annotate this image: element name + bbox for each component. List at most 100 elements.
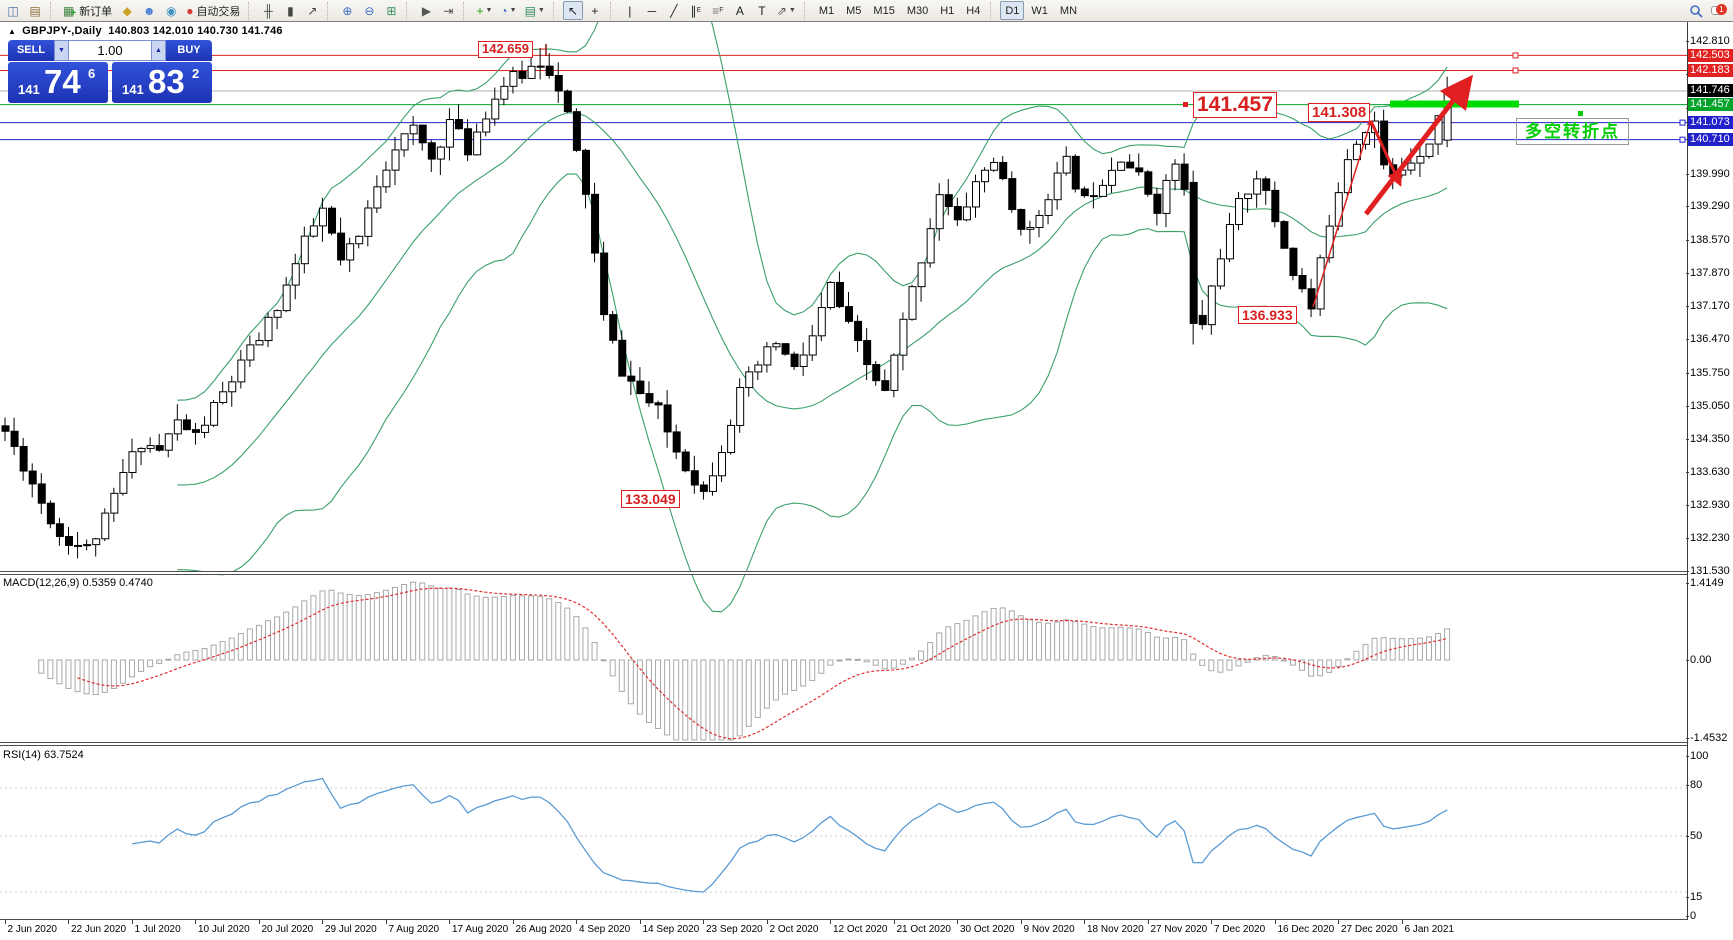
timeframe-m30[interactable]: M30	[906, 4, 929, 17]
timeframe-d1[interactable]: D1	[1000, 1, 1025, 20]
pane-separator-macd[interactable]	[0, 571, 1733, 575]
timeframe-h1[interactable]: H1	[940, 4, 955, 17]
timeframe-m5[interactable]: M5	[846, 4, 862, 17]
price-badge: 142.503	[1688, 48, 1733, 62]
chart-window-icon[interactable]: ◫	[7, 3, 19, 18]
timeframe-w1[interactable]: W1	[1031, 4, 1048, 17]
axis-tick-label: 137.870	[1686, 267, 1730, 280]
buy-price-panel[interactable]: 141 83 2	[112, 62, 212, 103]
price-badge: 141.457	[1688, 98, 1733, 112]
buy-price-sup: 2	[192, 66, 200, 81]
date-tick	[1338, 920, 1339, 924]
zoom-out-icon[interactable]: ⊖	[364, 3, 375, 18]
date-tick	[766, 920, 768, 924]
bar-chart-icon[interactable]: ╫	[264, 3, 273, 18]
toolbar-separator	[609, 1, 616, 20]
vline-icon[interactable]: |	[628, 3, 632, 18]
buy-price-big: 83	[148, 63, 185, 100]
profiles-icon[interactable]: ▤	[29, 3, 41, 18]
date-tick	[449, 920, 450, 924]
date-axis[interactable]: 2 Jun 2020 22 Jun 2020 1 Jul 2020 10 Jul 20…	[0, 920, 1687, 940]
date-tick	[68, 920, 69, 924]
date-label: 4 Sep 2020	[579, 924, 631, 935]
date-label: 7 Dec 2020	[1214, 924, 1266, 935]
fibonacci-icon[interactable]: ≡ F	[712, 3, 724, 18]
axis-tick-label: 132.230	[1686, 532, 1730, 545]
date-tick	[957, 920, 958, 924]
date-label: 30 Oct 2020	[960, 924, 1015, 935]
buy-button[interactable]: BUY	[166, 40, 212, 61]
zoom-in-icon[interactable]: ⊕	[342, 3, 353, 18]
note-anchor-handle[interactable]	[1578, 111, 1583, 116]
sell-button[interactable]: SELL	[8, 40, 54, 61]
date-tick	[1401, 920, 1403, 924]
toolbar-separator	[50, 1, 56, 20]
date-label: 21 Oct 2020	[896, 924, 951, 935]
axis-tick-label: 133.630	[1686, 466, 1730, 479]
date-tick	[703, 920, 704, 924]
text-icon[interactable]: A	[735, 3, 744, 18]
arrows-icon[interactable]: ⇗ ▼	[776, 3, 796, 18]
volume-increase-button[interactable]: ▲	[151, 40, 166, 61]
search-icon[interactable]	[1686, 1, 1706, 20]
sell-price-panel[interactable]: 141 74 6	[8, 62, 108, 103]
new-order-icon[interactable]: ▦ + 新订单	[63, 3, 113, 20]
indicators-icon[interactable]: + ▼	[476, 3, 493, 18]
autotrading-icon[interactable]: ● 自动交易	[186, 3, 241, 18]
volume-input[interactable]: 1.00	[69, 40, 151, 61]
label-icon[interactable]: T	[758, 3, 766, 18]
volume-decrease-button[interactable]: ▼	[54, 40, 69, 61]
toolbar-separator	[463, 1, 469, 20]
date-label: 12 Oct 2020	[833, 924, 888, 935]
price-annotation[interactable]: 141.457	[1193, 92, 1277, 119]
templates-icon[interactable]: ▤ ▼	[524, 3, 545, 18]
chat-icon[interactable]: ☻	[142, 3, 156, 18]
candlestick-icon[interactable]: ▮	[287, 3, 294, 18]
one-click-collapse-icon[interactable]: ▲	[8, 27, 17, 36]
date-label: 17 Aug 2020	[452, 924, 509, 935]
date-label: 9 Nov 2020	[1023, 924, 1075, 935]
trendline-icon[interactable]: ╱	[670, 3, 678, 18]
period-clock-icon[interactable]: ◔ ▼	[500, 3, 517, 18]
timeframe-h4[interactable]: H4	[966, 4, 981, 17]
date-tick	[1084, 920, 1085, 924]
chart-shift-icon[interactable]: ⇥	[443, 3, 454, 18]
auto-scroll-icon[interactable]: ▶	[421, 3, 432, 18]
sell-price-sup: 6	[88, 66, 96, 81]
price-annotation[interactable]: 141.308	[1308, 103, 1371, 123]
ohlc-values: 140.803 142.010 140.730 141.746	[108, 25, 283, 37]
axis-tick-label: 138.570	[1686, 234, 1730, 247]
timeframe-m1[interactable]: M1	[818, 4, 835, 17]
pane-separator-rsi[interactable]	[0, 742, 1733, 746]
crosshair-icon[interactable]: +	[591, 3, 599, 18]
sell-price-big: 74	[44, 63, 81, 100]
line-chart-icon[interactable]: ↗	[307, 3, 318, 18]
toolbar-separator	[327, 1, 333, 20]
axis-tick-label: 135.750	[1686, 366, 1730, 379]
note-annotation[interactable]: 多空转折点	[1516, 118, 1629, 145]
price-axis[interactable]: 142.810142.110141.390139.990139.290138.5…	[1685, 22, 1733, 922]
cursor-icon[interactable]: ↖	[562, 1, 583, 20]
price-badge: 141.073	[1688, 116, 1733, 130]
signal-icon[interactable]: ◉	[165, 3, 177, 18]
timeframe-m15[interactable]: M15	[873, 4, 895, 17]
chart-canvas[interactable]	[0, 22, 1687, 940]
hline-icon[interactable]: ─	[647, 3, 657, 18]
price-annotation[interactable]: 142.659	[478, 41, 533, 58]
tile-windows-icon[interactable]: ⊞	[386, 3, 397, 18]
axis-tick-label: 132.930	[1686, 499, 1730, 512]
date-tick	[830, 920, 831, 924]
date-tick	[893, 920, 895, 924]
price-annotation[interactable]: 136.933	[1238, 306, 1297, 325]
channel-icon[interactable]: ∥ E	[690, 3, 702, 18]
date-label: 7 Aug 2020	[388, 924, 440, 935]
notification-icon[interactable]: 1	[1708, 1, 1730, 20]
axis-tick-label: -1.4532	[1685, 732, 1728, 744]
depth-of-market-icon[interactable]: ◆	[122, 3, 132, 18]
date-tick	[4, 920, 6, 924]
date-label: 2 Oct 2020	[769, 924, 819, 935]
timeframe-mn[interactable]: MN	[1059, 4, 1078, 17]
axis-tick-label: 137.170	[1686, 300, 1730, 312]
price-annotation[interactable]: 133.049	[621, 490, 680, 509]
chart-header: ▲ GBPJPY-,Daily 140.803 142.010 140.730 1…	[8, 25, 283, 37]
